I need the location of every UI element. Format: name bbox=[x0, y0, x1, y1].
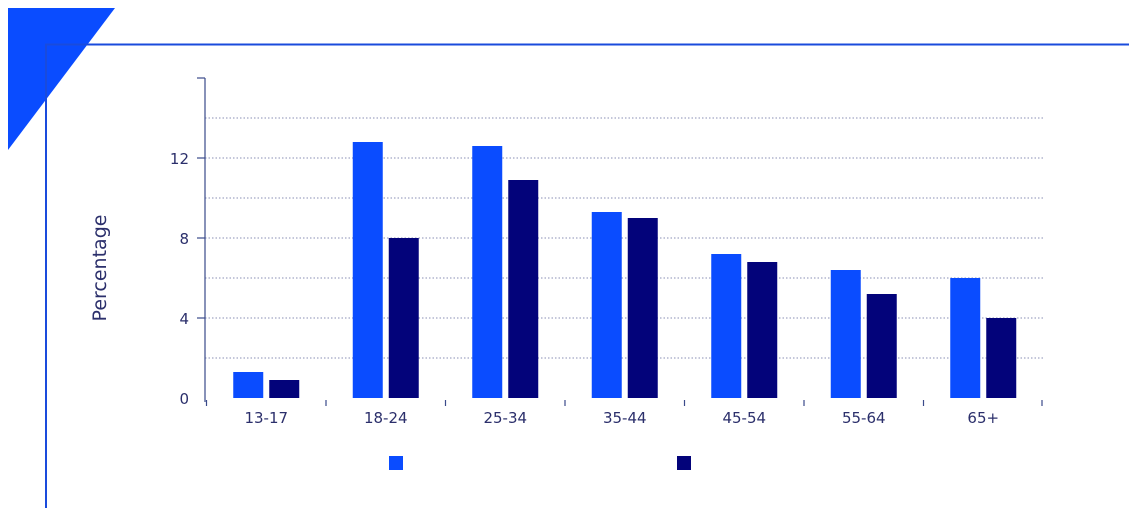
bar-65+-series-1 bbox=[950, 278, 981, 398]
bar-35-44-series-1 bbox=[591, 212, 622, 398]
legend-swatch-series-2 bbox=[677, 456, 691, 470]
x-tick-label: 65+ bbox=[967, 409, 999, 427]
y-tick-label: 12 bbox=[170, 150, 189, 168]
grid-lines bbox=[205, 117, 1043, 359]
bar-45-54-series-1 bbox=[711, 254, 742, 398]
bar-55-64-series-2 bbox=[866, 294, 897, 398]
x-tick-label: 25-34 bbox=[483, 409, 527, 427]
y-tick-label: 0 bbox=[179, 390, 189, 408]
bar-25-34-series-2 bbox=[508, 180, 539, 398]
x-tick-label: 55-64 bbox=[842, 409, 886, 427]
corner-accent-shape bbox=[8, 8, 115, 150]
legend bbox=[389, 456, 691, 470]
tick-labels: 0 4 8 12 13-17 18-24 25-34 35-44 45-54 55-64 65+ bbox=[170, 150, 999, 427]
y-axis-label: Percentage bbox=[89, 215, 111, 322]
bar-13-17-series-2 bbox=[269, 380, 300, 398]
y-tick-label: 8 bbox=[179, 230, 189, 248]
bar-18-24-series-2 bbox=[388, 238, 419, 398]
bar-45-54-series-2 bbox=[747, 262, 778, 398]
y-tick-label: 4 bbox=[179, 310, 189, 328]
bar-65+-series-2 bbox=[986, 318, 1017, 398]
bar-25-34-series-1 bbox=[472, 146, 503, 398]
x-tick-label: 45-54 bbox=[722, 409, 766, 427]
x-tick-label: 13-17 bbox=[244, 409, 288, 427]
x-tick-label: 35-44 bbox=[603, 409, 647, 427]
bar-13-17-series-1 bbox=[233, 372, 264, 398]
bar-35-44-series-2 bbox=[627, 218, 658, 398]
bars bbox=[233, 142, 1017, 398]
axes bbox=[197, 77, 1043, 406]
bar-55-64-series-1 bbox=[830, 270, 861, 398]
x-tick-label: 18-24 bbox=[364, 409, 408, 427]
bar-18-24-series-1 bbox=[352, 142, 383, 398]
legend-swatch-series-1 bbox=[389, 456, 403, 470]
